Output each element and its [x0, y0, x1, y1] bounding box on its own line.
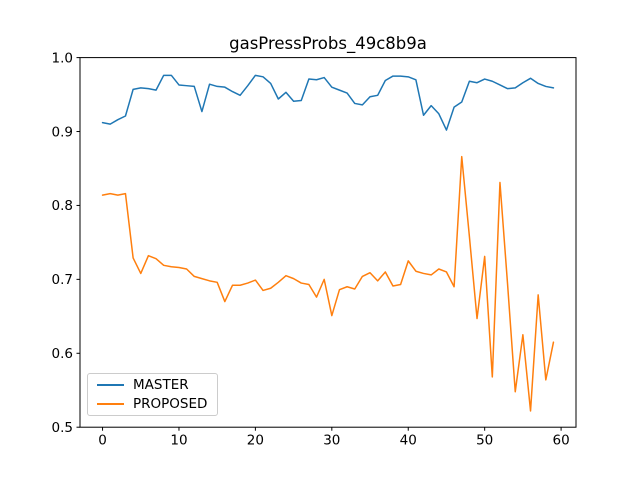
- axes-frame: [79, 57, 577, 428]
- y-tick-label: 1.0: [52, 50, 73, 66]
- series-line-proposed: [101, 155, 555, 412]
- series-line-master: [101, 74, 555, 131]
- legend-line-master: [97, 383, 124, 386]
- x-tick-label: 60: [553, 433, 570, 449]
- legend-label-master: MASTER: [133, 376, 189, 393]
- y-tick-label: 0.6: [52, 346, 73, 362]
- legend-item-proposed: PROPOSED: [88, 395, 217, 414]
- x-tick-label: 30: [323, 433, 340, 449]
- x-tick-label: 0: [98, 433, 107, 449]
- y-tick-label: 0.8: [52, 198, 73, 214]
- y-tick-label: 0.9: [52, 124, 73, 140]
- x-tick-label: 10: [170, 433, 187, 449]
- legend-item-master: MASTER: [88, 375, 217, 394]
- y-tick-label: 0.7: [52, 272, 73, 288]
- x-tick-label: 20: [247, 433, 264, 449]
- legend-line-proposed: [97, 403, 124, 406]
- chart-title: gasPressProbs_49c8b9a: [229, 34, 427, 53]
- legend: MASTER PROPOSED: [87, 373, 218, 416]
- x-tick-label: 50: [476, 433, 493, 449]
- legend-label-proposed: PROPOSED: [133, 396, 208, 413]
- y-tick-label: 0.5: [52, 420, 73, 436]
- x-tick-label: 40: [400, 433, 417, 449]
